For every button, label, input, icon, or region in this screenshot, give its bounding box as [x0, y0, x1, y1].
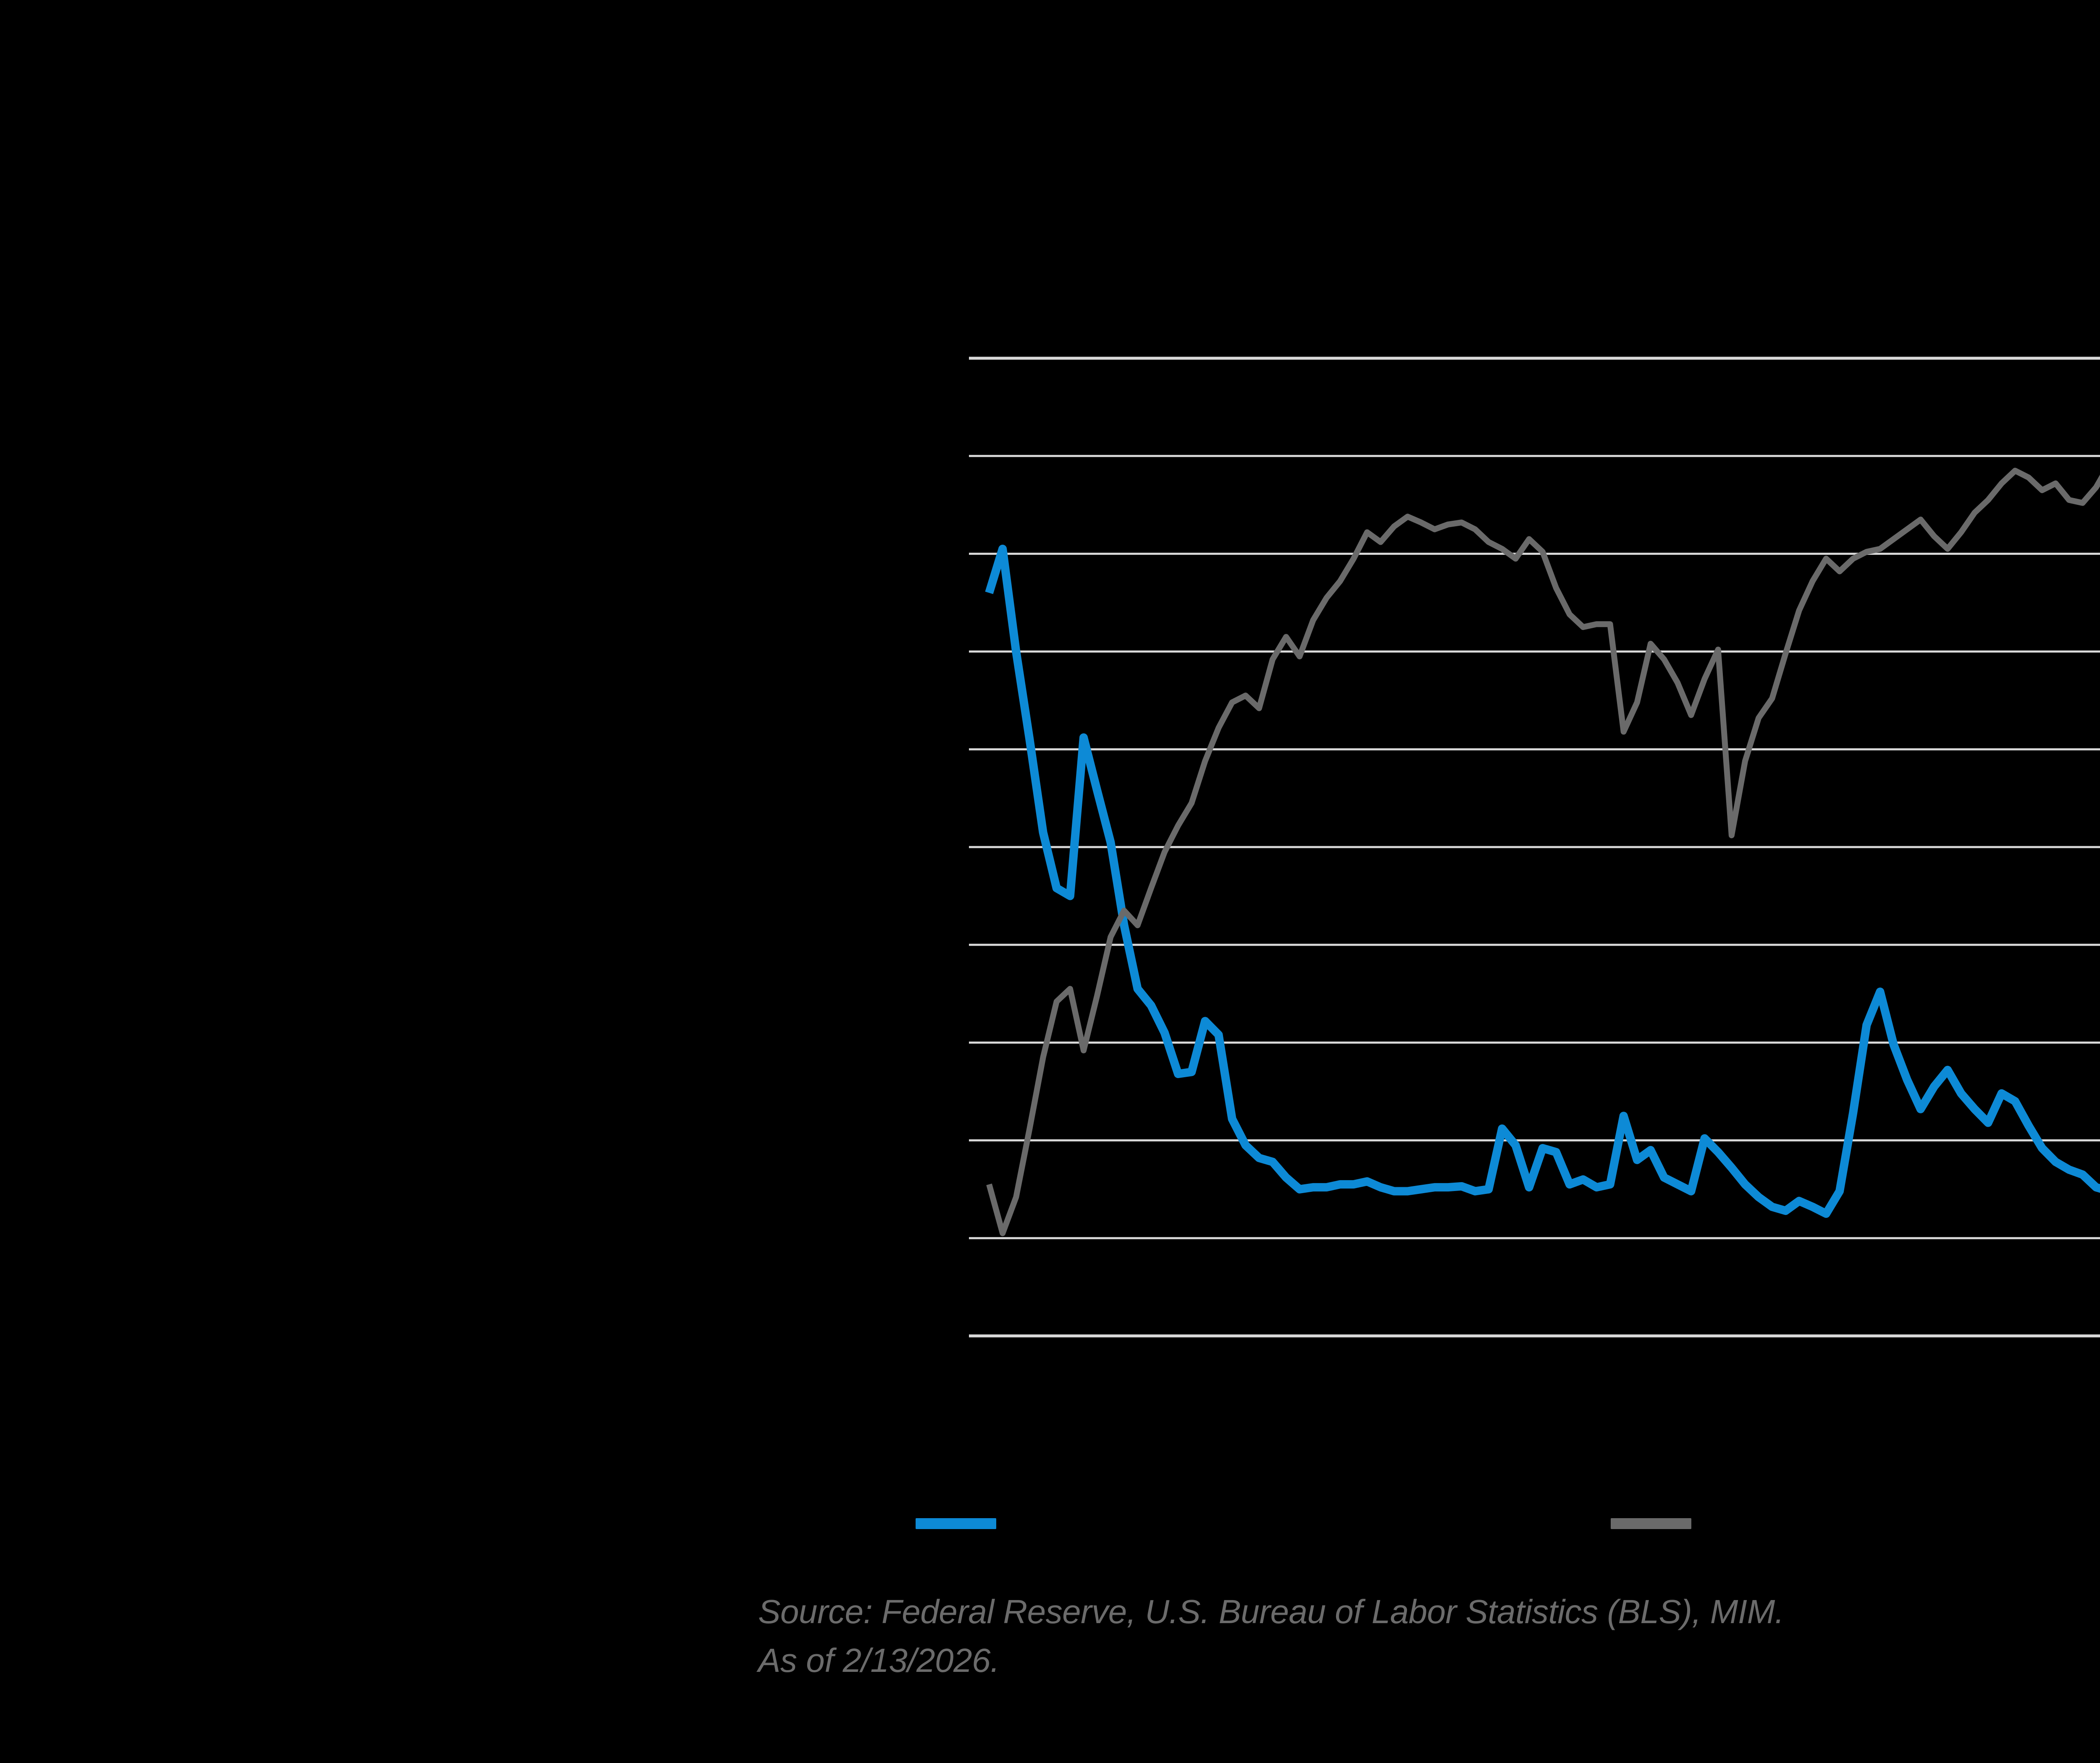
legend-swatch-blue-line: [916, 1518, 996, 1529]
plot-area: [969, 357, 2100, 1338]
source-note-line-1: Source: Federal Reserve, U.S. Bureau of …: [758, 1593, 1784, 1630]
legend-swatch-gray-line: [1611, 1518, 1691, 1529]
legend-entry-series-1[interactable]: [916, 1507, 1013, 1540]
chart-canvas: [969, 357, 2100, 1338]
source-note-line-2: As of 2/13/2026.: [758, 1642, 1000, 1679]
series-line-2: [986, 467, 2100, 1236]
source-note: Source: Federal Reserve, U.S. Bureau of …: [758, 1587, 2100, 1685]
legend-entry-series-2[interactable]: [1611, 1507, 1708, 1540]
series-line-1: [985, 544, 2100, 1218]
chart-legend: [916, 1507, 1798, 1540]
gridlines-group: [969, 357, 2100, 1338]
series-lines-group: [985, 467, 2100, 1236]
